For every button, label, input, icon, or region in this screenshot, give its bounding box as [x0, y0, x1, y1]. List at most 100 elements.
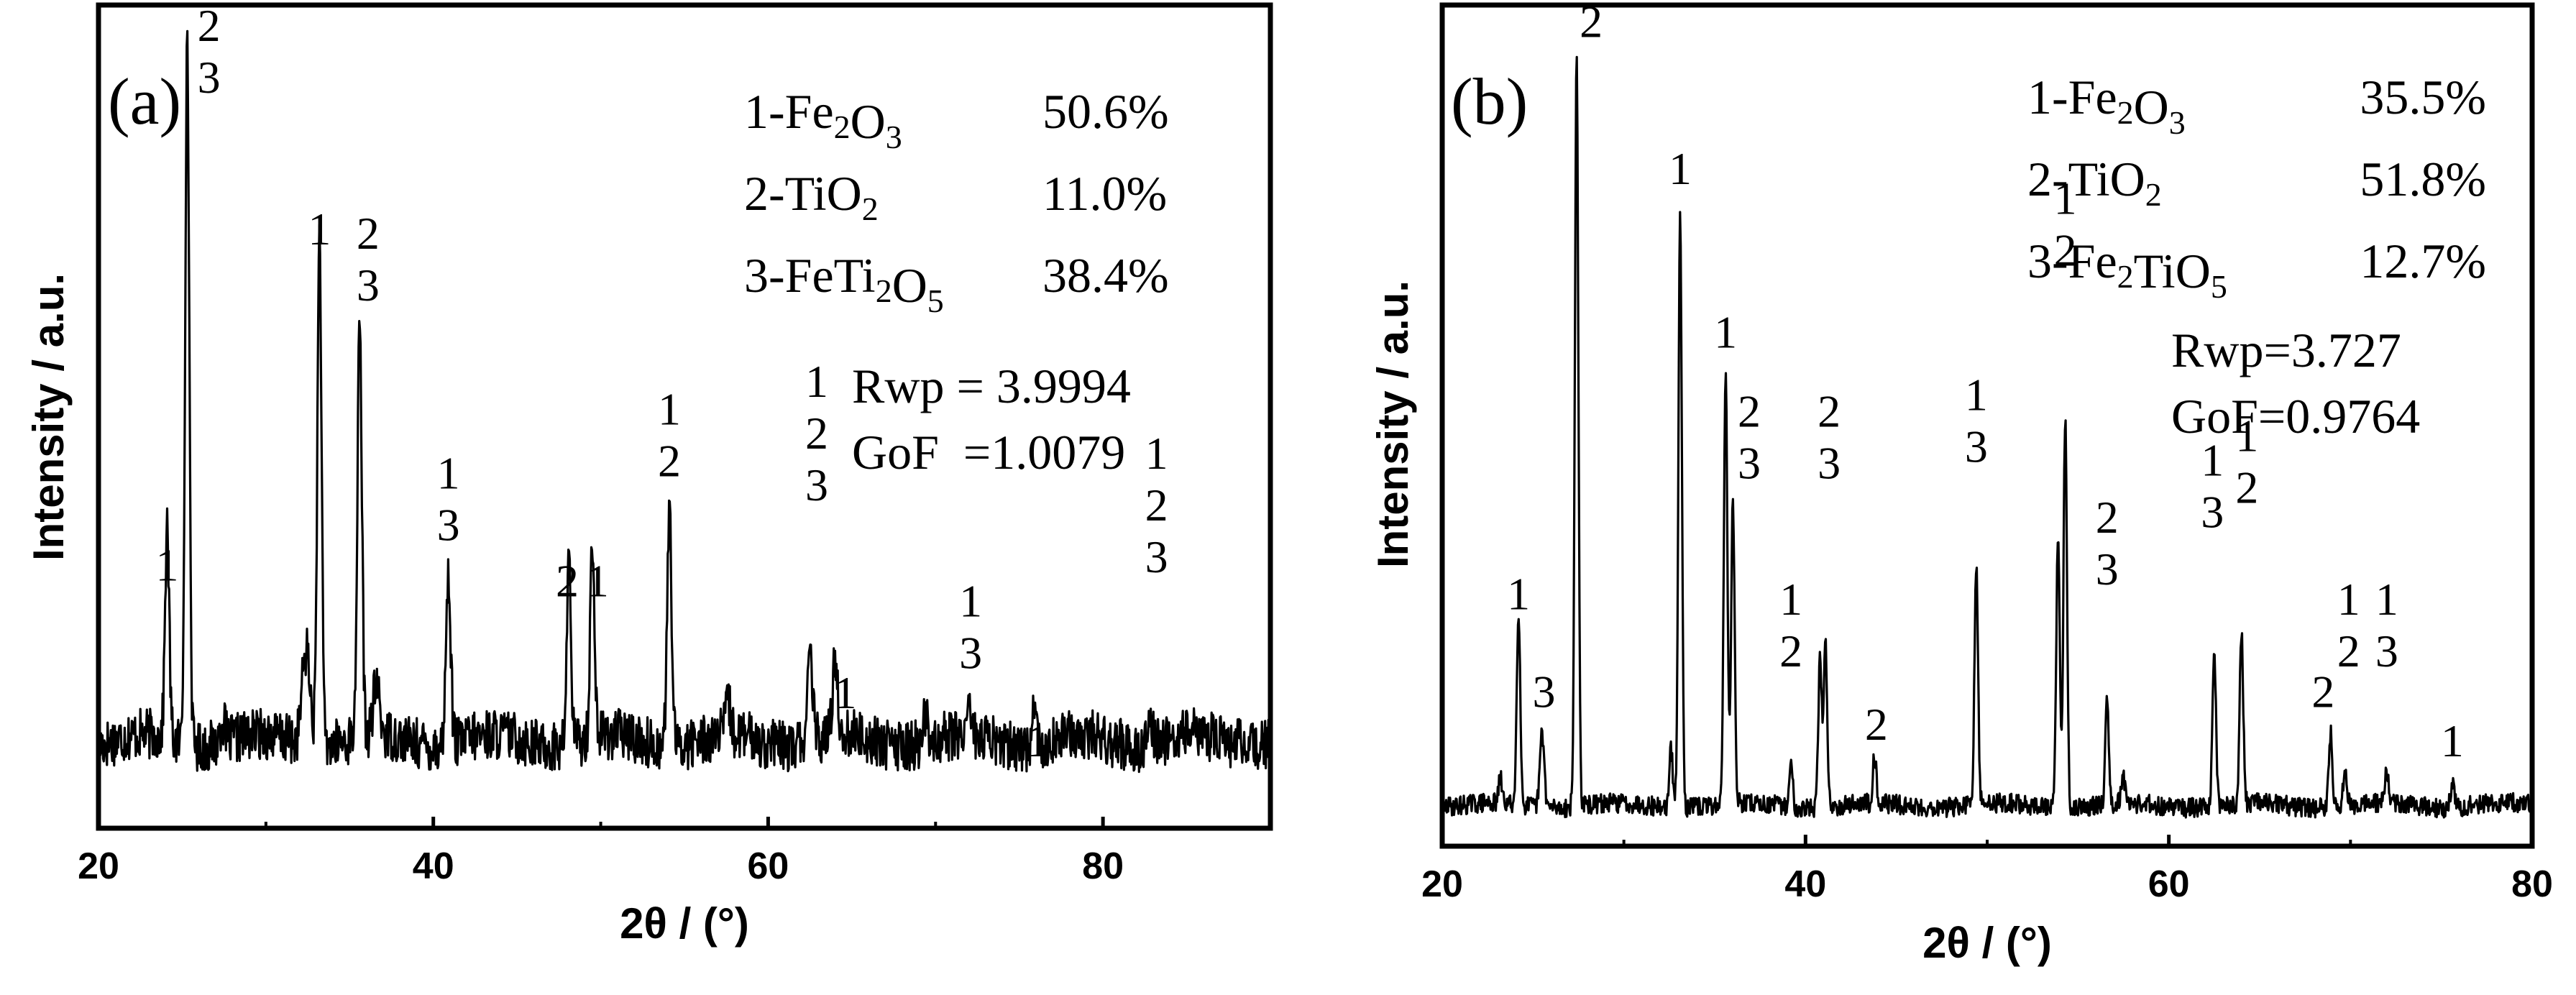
x-tick-label: 20: [1421, 863, 1463, 905]
legend-phase-name: 1-Fe2O3: [2027, 70, 2186, 141]
peak-label-line: 1: [2201, 435, 2224, 486]
legend-phase-name: 3-Fe2TiO5: [2027, 234, 2227, 305]
x-tick-label: 20: [78, 845, 119, 887]
peak-label: 23: [198, 0, 221, 103]
peak-label-line: 3: [959, 628, 982, 679]
peak-label-line: 3: [437, 500, 460, 551]
x-tick-label: 60: [748, 845, 789, 887]
peak-label-line: 1: [2375, 574, 2398, 625]
peak-label-line: 1: [2441, 715, 2464, 766]
panel-b-x-axis: 20 40 60 80: [1421, 835, 2553, 905]
peak-label-line: 2: [2235, 462, 2258, 513]
peak-label-line: 1: [308, 203, 331, 255]
panel-a-frame: [96, 2, 1273, 831]
peak-label-line: 3: [805, 459, 828, 510]
x-tick-label: 60: [2148, 863, 2190, 905]
peak-label: 12: [2054, 173, 2077, 276]
peak-label-line: 2: [1580, 0, 1603, 47]
legend-phase-value: 12.7%: [2360, 234, 2486, 288]
panel-a-gof: GoF =1.0079: [852, 425, 1125, 480]
peak-label: 23: [2096, 492, 2119, 595]
peak-label-line: 1: [2054, 173, 2077, 224]
peak-label-line: 1: [2235, 410, 2258, 461]
legend-phase-value: 51.8%: [2360, 152, 2486, 206]
legend-phase-value: 11.0%: [1042, 166, 1167, 221]
peak-label: 1: [155, 539, 178, 590]
legend-phase-value: 50.6%: [1042, 84, 1169, 139]
peak-label: 123: [1145, 428, 1168, 582]
x-tick-label: 40: [413, 845, 454, 887]
x-tick-label: 80: [1082, 845, 1124, 887]
peak-label: 1: [1026, 715, 1049, 766]
peak-label: 123: [805, 356, 828, 510]
peak-label-line: 1: [155, 539, 178, 590]
legend-phase-value: 38.4%: [1042, 248, 1169, 303]
peak-label-line: 2: [1865, 699, 1888, 750]
peak-label-line: 1: [437, 448, 460, 499]
legend-phase-name: 3-FeTi2O5: [744, 248, 944, 319]
peak-label-line: 1: [1507, 568, 1530, 619]
panel-a-x-title: 2θ / (°): [620, 899, 749, 948]
peak-label-line: 2: [357, 208, 380, 259]
panel-b-gof: GoF=0.9764: [2171, 389, 2420, 444]
peak-label: 2: [1580, 0, 1603, 47]
peak-label-line: 1: [834, 667, 857, 718]
peak-label: 12: [658, 384, 681, 487]
peak-label: 12: [1779, 574, 1802, 677]
peak-label-line: 1: [586, 556, 609, 607]
panel-a-rwp: Rwp = 3.9994: [852, 359, 1131, 413]
panel-a-legend: 1-Fe2O3 50.6% 2-TiO2 11.0% 3-FeTi2O5 38.4%: [744, 84, 1169, 319]
panel-b-legend: 1-Fe2O3 35.5% 2-TiO2 51.8% 3-Fe2TiO5 12.7%: [2027, 70, 2486, 305]
peak-label-line: 2: [805, 408, 828, 459]
peak-label-line: 2: [1818, 385, 1841, 436]
peak-label-line: 3: [357, 260, 380, 311]
peak-label-line: 3: [2201, 487, 2224, 538]
panel-b-label: (b): [1451, 65, 1528, 138]
legend-phase-name: 1-Fe2O3: [744, 84, 902, 155]
peak-label-line: 1: [1779, 574, 1802, 625]
peak-label: 3: [1532, 666, 1555, 717]
peak-label: 13: [2201, 435, 2224, 538]
peak-label-line: 1: [1965, 370, 1988, 421]
peak-label: 2: [556, 556, 579, 607]
peak-label: 23: [1818, 385, 1841, 488]
peak-label: 12: [2337, 574, 2360, 677]
peak-label-line: 2: [1779, 625, 1802, 677]
panel-a-y-title: Intensity / a.u.: [24, 273, 73, 561]
panel-a-label: (a): [108, 65, 181, 138]
peak-label-line: 1: [1669, 143, 1692, 194]
peak-label-line: 3: [1738, 437, 1761, 488]
panel-a-xrd-trace: [97, 29, 1272, 774]
peak-label-line: 3: [1818, 437, 1841, 488]
peak-label-line: 3: [198, 52, 221, 103]
peak-label-line: 2: [2054, 225, 2077, 276]
peak-label: 23: [1738, 385, 1761, 488]
peak-label-line: 1: [959, 576, 982, 627]
peak-label-line: 2: [198, 0, 221, 51]
legend-phase-name: 2-TiO2: [744, 166, 879, 227]
x-tick-label: 80: [2511, 863, 2553, 905]
legend-phase-name: 2-TiO2: [2027, 152, 2162, 213]
peak-label-line: 2: [658, 436, 681, 487]
peak-label-line: 3: [1965, 421, 1988, 472]
peak-label-line: 1: [1714, 306, 1737, 357]
panel-a-x-axis: 20 40 60 80: [78, 817, 1124, 887]
peak-label-line: 1: [805, 356, 828, 407]
peak-label: 1: [2441, 715, 2464, 766]
peak-label: 2: [2311, 666, 2334, 717]
peak-label: 13: [959, 576, 982, 679]
peak-label: 1: [586, 556, 609, 607]
peak-label-line: 3: [2375, 625, 2398, 677]
peak-label-line: 1: [658, 384, 681, 435]
x-tick-label: 40: [1784, 863, 1826, 905]
peak-label-line: 1: [2337, 574, 2360, 625]
peak-label-line: 3: [1532, 666, 1555, 717]
peak-label-line: 2: [1738, 385, 1761, 436]
peak-label: 1: [1507, 568, 1530, 619]
panel-b-rwp: Rwp=3.727: [2171, 323, 2401, 377]
peak-label-line: 1: [1026, 715, 1049, 766]
